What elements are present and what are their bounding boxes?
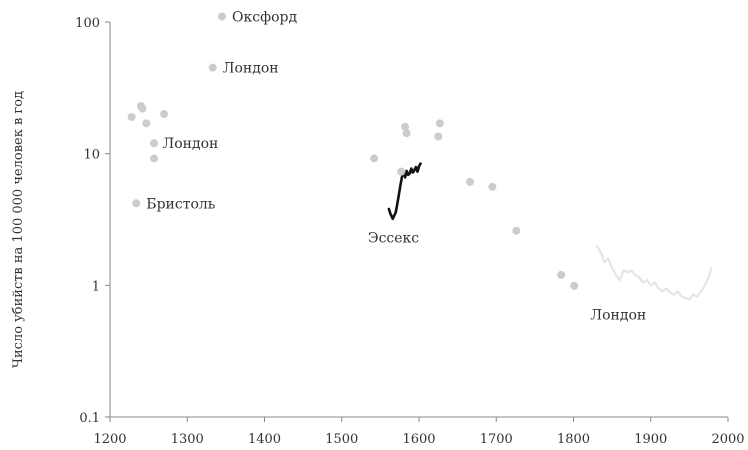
essex-series-line — [387, 162, 422, 221]
annotations-group: Оксфорд Лондон Лондон Бристоль Эссекс Лондон — [146, 10, 646, 324]
london-modern-series-line — [595, 244, 713, 301]
series-lines-group — [387, 162, 713, 301]
x-tick-label: 2000 — [711, 432, 744, 447]
annotation-label: Лондон — [590, 308, 646, 324]
data-point — [127, 112, 136, 121]
y-tick-label: 100 — [75, 16, 100, 31]
y-tick-label: 10 — [83, 148, 100, 163]
data-point — [557, 270, 566, 279]
x-tick-label: 1600 — [402, 432, 435, 447]
y-tick-label: 1 — [92, 279, 100, 294]
annotation-label: Лондон — [223, 61, 279, 77]
data-point — [150, 154, 159, 163]
annotation-label: Бристоль — [146, 196, 215, 212]
x-tick-label: 1800 — [557, 432, 590, 447]
data-point — [570, 281, 579, 290]
data-point — [402, 129, 411, 138]
ticks-group: 1200 1300 1400 1500 1600 1700 1800 1900 2000 0.1 1… — [75, 16, 744, 447]
data-point — [512, 226, 521, 235]
data-point — [138, 104, 147, 113]
points-group — [127, 12, 579, 290]
data-point — [160, 110, 169, 119]
data-point — [150, 139, 159, 148]
data-point — [435, 119, 444, 128]
data-point — [465, 177, 474, 186]
annotation-label: Эссекс — [368, 231, 419, 247]
data-point — [397, 167, 406, 176]
x-tick-label: 1300 — [171, 432, 204, 447]
annotation-label: Оксфорд — [232, 10, 297, 26]
x-tick-label: 1400 — [248, 432, 281, 447]
data-point — [370, 154, 379, 163]
data-point — [208, 63, 217, 72]
data-point — [142, 119, 151, 128]
annotation-label: Лондон — [163, 136, 219, 152]
data-point — [132, 199, 141, 208]
data-point — [488, 182, 497, 191]
x-tick-label: 1200 — [93, 432, 126, 447]
axes-group — [109, 22, 728, 418]
x-tick-label: 1900 — [634, 432, 667, 447]
data-point — [434, 132, 443, 141]
x-tick-label: 1700 — [480, 432, 513, 447]
x-tick-label: 1500 — [325, 432, 358, 447]
y-axis-label: Число убийств на 100 000 человек в год — [11, 91, 26, 368]
y-tick-label: 0.1 — [79, 411, 100, 426]
data-point — [218, 12, 227, 21]
data-point — [401, 122, 410, 131]
